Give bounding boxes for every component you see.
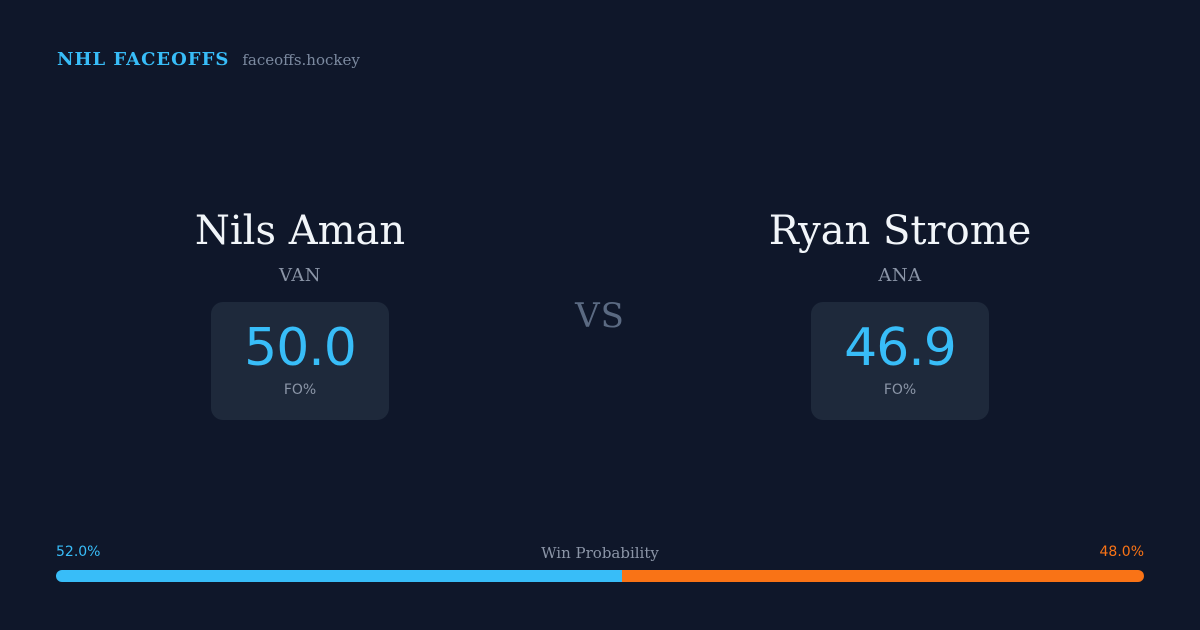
win-probability-title: Win Probability xyxy=(541,544,659,562)
stat-value: 50.0 xyxy=(244,318,357,378)
brand-name: NHL FACEOFFS xyxy=(57,49,230,70)
player-name: Ryan Strome xyxy=(768,208,1032,254)
versus-label: VS xyxy=(575,296,625,336)
win-probability-labels: Win Probability 52.0% 48.0% xyxy=(56,544,1144,562)
stat-box: 50.0 FO% xyxy=(211,302,389,420)
player-name: Nils Aman xyxy=(194,208,406,254)
stat-label: FO% xyxy=(883,382,917,398)
player-team: ANA xyxy=(878,265,922,286)
win-probability-bar-left xyxy=(56,570,622,582)
stat-label: FO% xyxy=(283,382,317,398)
player-card-left: Nils Aman VAN 50.0 FO% xyxy=(80,205,520,420)
stat-box: 46.9 FO% xyxy=(811,302,989,420)
win-probability-bar xyxy=(56,570,1144,582)
player-card-right: Ryan Strome ANA 46.9 FO% xyxy=(680,205,1120,420)
player-team: VAN xyxy=(278,265,322,286)
win-probability-right: 48.0% xyxy=(1099,544,1144,560)
win-probability-bar-right xyxy=(621,570,1144,582)
stat-value: 46.9 xyxy=(844,318,957,378)
brand-domain: faceoffs.hockey xyxy=(242,51,360,69)
brand-header: NHL FACEOFFS faceoffs.hockey xyxy=(57,49,360,70)
win-probability-left: 52.0% xyxy=(56,544,101,560)
